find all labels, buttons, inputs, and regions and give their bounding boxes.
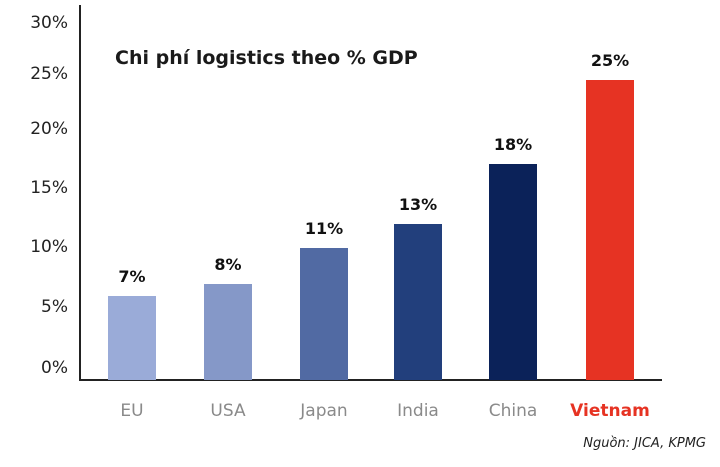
y-tick-label: 15%: [30, 178, 68, 198]
source-note: Nguồn: JICA, KPMG: [583, 436, 706, 451]
bar-usa: [204, 284, 252, 380]
y-tick-label: 10%: [30, 237, 68, 257]
data-label: 18%: [494, 135, 532, 154]
x-category-label: Vietnam: [570, 401, 650, 421]
y-tick-label: 30%: [30, 13, 68, 33]
data-label: 8%: [214, 255, 241, 274]
y-tick-label: 20%: [30, 119, 68, 139]
x-category-label: USA: [210, 401, 246, 421]
bar-india: [394, 224, 442, 380]
x-category-label: EU: [120, 401, 143, 421]
data-label: 7%: [118, 267, 145, 286]
bar-japan: [300, 248, 348, 380]
chart-title: Chi phí logistics theo % GDP: [115, 47, 418, 69]
data-label: 25%: [591, 51, 629, 70]
bar-eu: [108, 296, 156, 380]
x-category-label: India: [397, 401, 439, 421]
data-label: 11%: [305, 219, 343, 238]
y-tick-label: 5%: [41, 297, 68, 317]
x-category-label: Japan: [299, 401, 347, 421]
x-category-label: China: [489, 401, 538, 421]
bar-china: [489, 164, 537, 380]
y-tick-label: 25%: [30, 64, 68, 84]
data-label: 13%: [399, 195, 437, 214]
y-tick-label: 0%: [41, 358, 68, 378]
bar-vietnam: [586, 80, 634, 380]
